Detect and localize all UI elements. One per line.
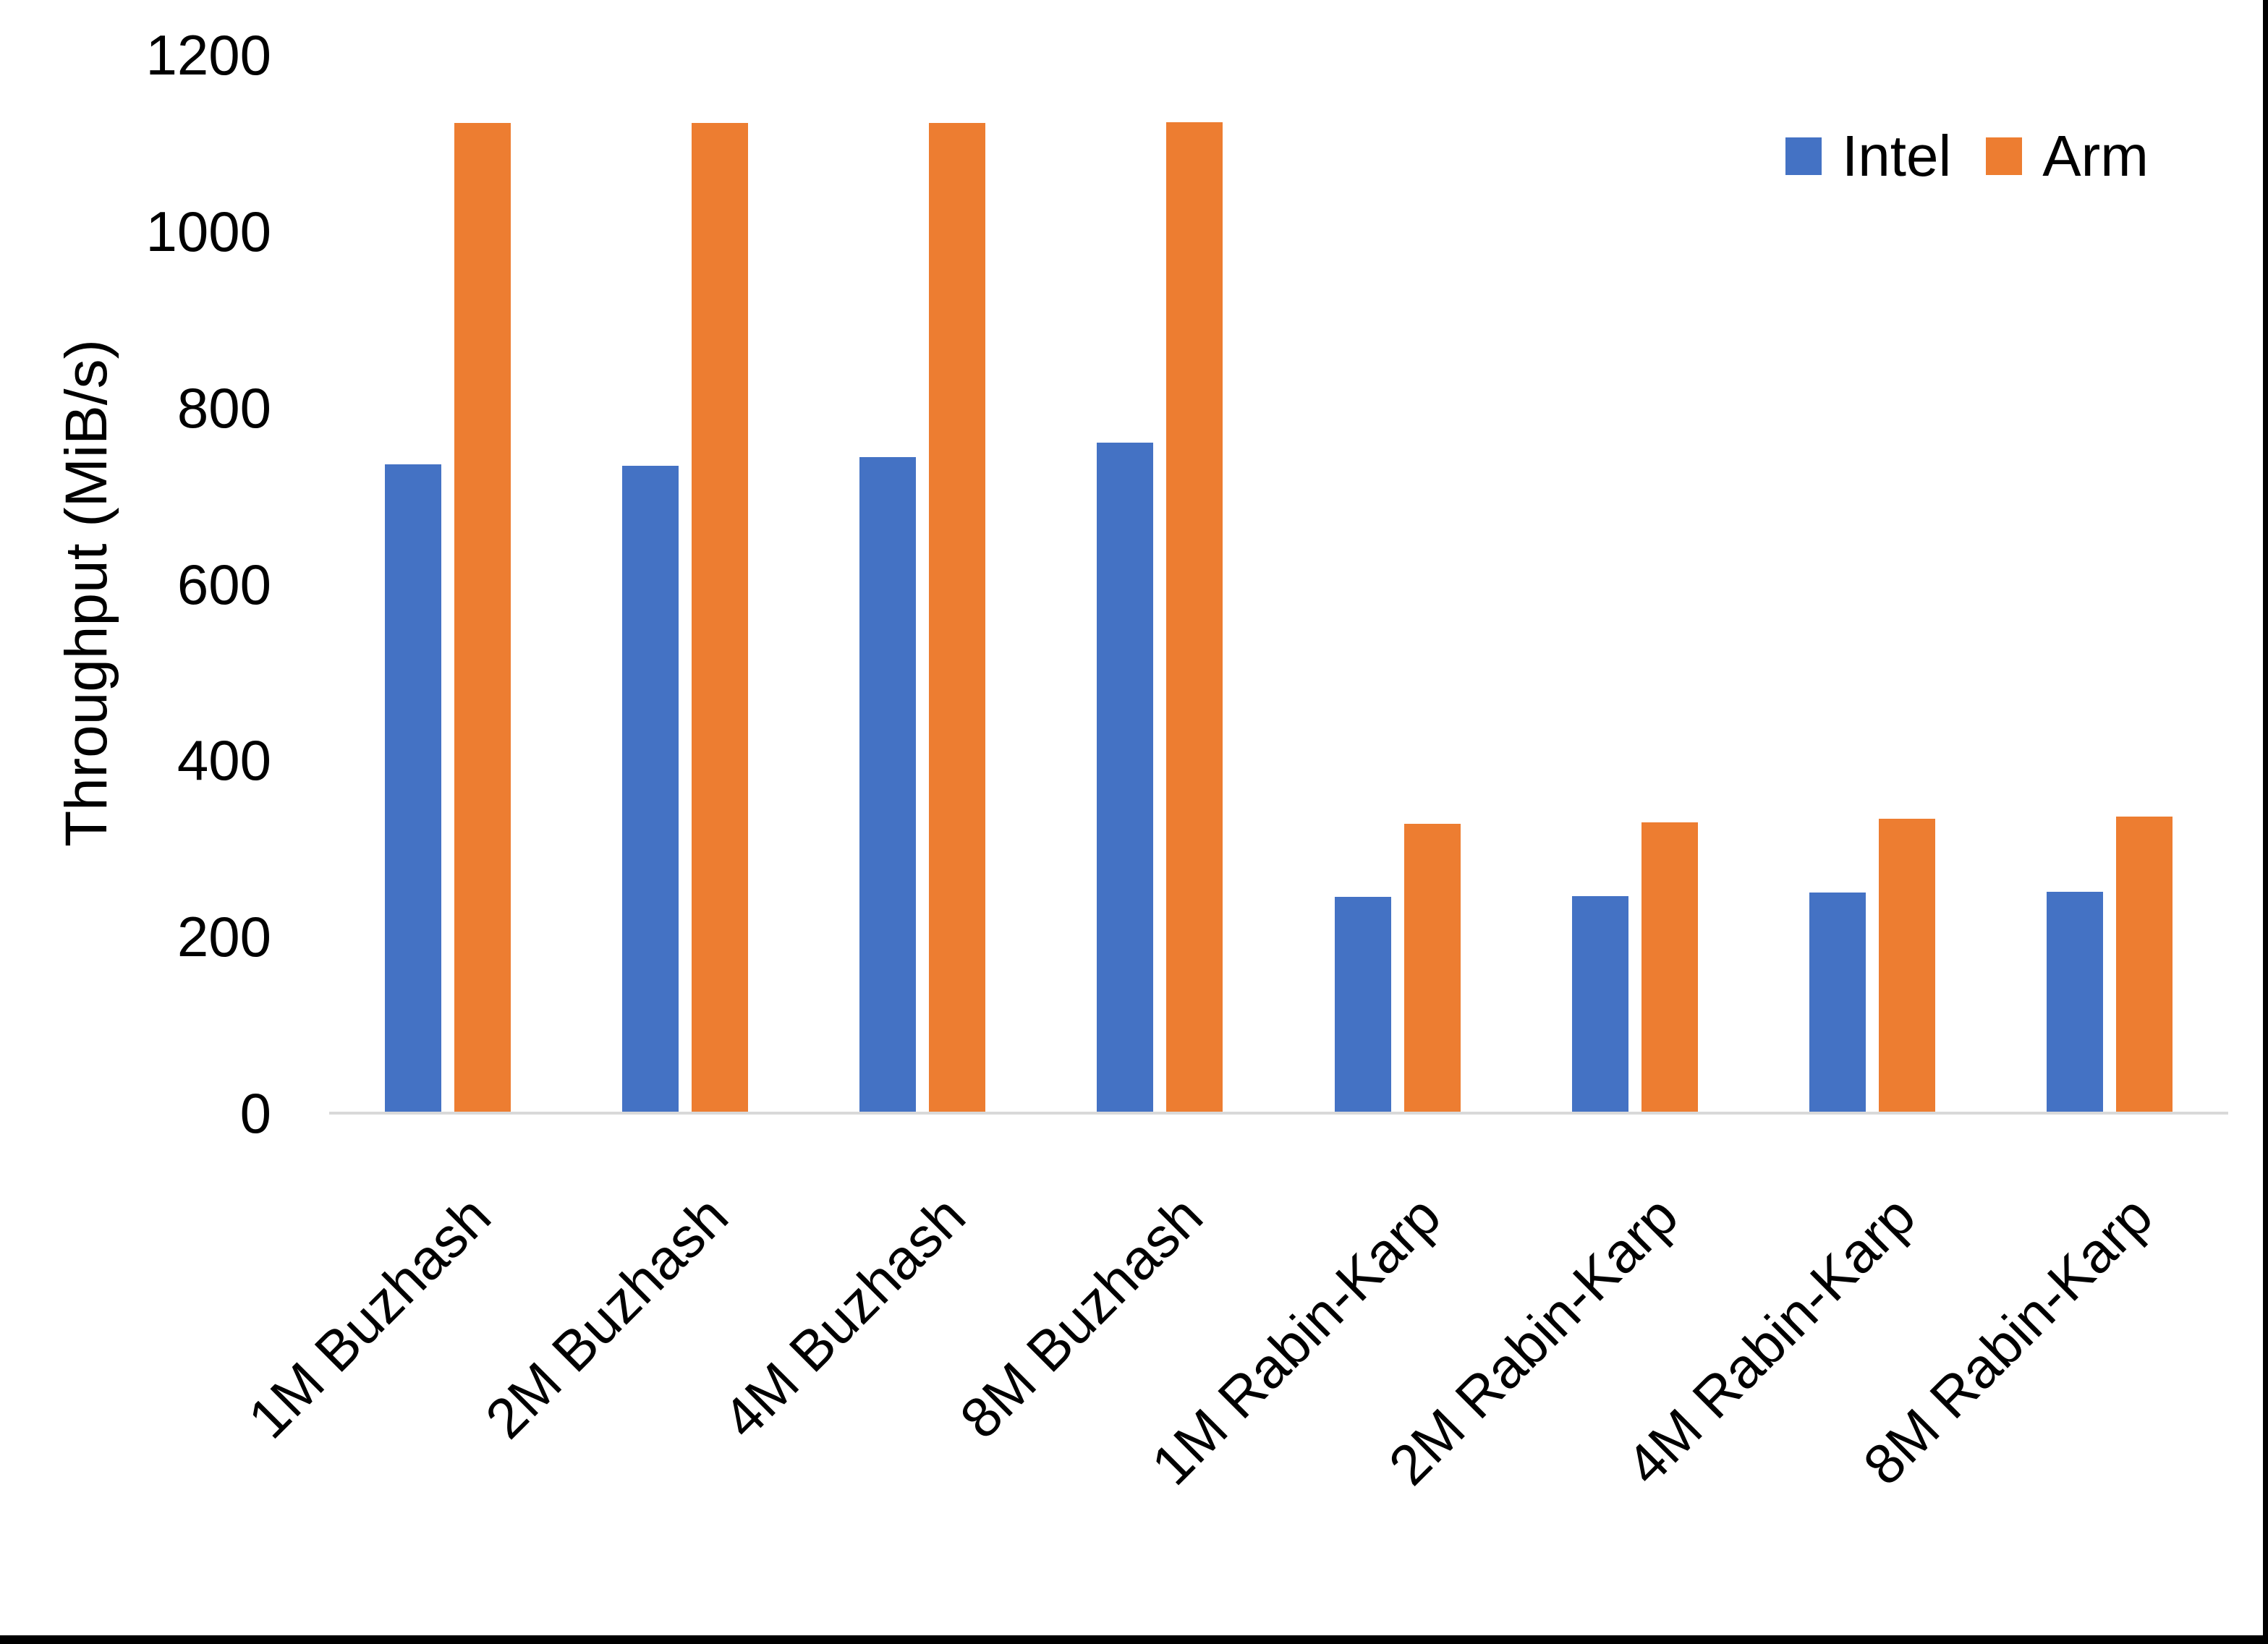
screenshot-right-border <box>2263 0 2268 1644</box>
y-tick-label-0: 0 <box>239 1081 271 1145</box>
legend-label-intel: Intel <box>1842 124 1952 188</box>
bar-intel-1m-buzhash <box>385 464 442 1113</box>
legend: Intel Arm <box>1785 127 2149 185</box>
bar-arm-8m-buzhash <box>1166 122 1223 1113</box>
bar-intel-1m-rabin-karp <box>1334 897 1391 1113</box>
bar-arm-1m-buzhash <box>454 122 511 1113</box>
bar-intel-8m-rabin-karp <box>2046 891 2103 1113</box>
x-axis-baseline <box>329 1112 2228 1115</box>
legend-label-arm: Arm <box>2042 124 2149 188</box>
x-tick-label-1m-buzhash: 1M Buzhash <box>236 1183 503 1451</box>
bar-intel-4m-buzhash <box>859 456 917 1113</box>
bar-intel-2m-rabin-karp <box>1571 896 1628 1113</box>
screenshot-bottom-border <box>0 1635 2268 1644</box>
bar-arm-1m-rabin-karp <box>1403 824 1461 1113</box>
bar-arm-2m-buzhash <box>692 122 749 1113</box>
legend-swatch-arm <box>1986 137 2023 175</box>
y-tick-label-1000: 1000 <box>145 199 271 263</box>
y-tick-label-400: 400 <box>177 728 271 793</box>
y-tick-label-200: 200 <box>177 905 271 969</box>
legend-swatch-intel <box>1785 137 1822 175</box>
bar-arm-8m-rabin-karp <box>2115 817 2173 1113</box>
bar-arm-2m-rabin-karp <box>1641 822 1698 1113</box>
legend-item-intel: Intel <box>1785 127 1951 185</box>
bar-intel-8m-buzhash <box>1097 443 1154 1113</box>
legend-item-arm: Arm <box>1986 127 2149 185</box>
y-tick-label-1200: 1200 <box>145 23 271 87</box>
bar-intel-4m-rabin-karp <box>1809 893 1866 1113</box>
bar-arm-4m-rabin-karp <box>1878 818 1935 1113</box>
y-tick-label-600: 600 <box>177 552 271 616</box>
bar-arm-4m-buzhash <box>929 122 986 1113</box>
bar-intel-2m-buzhash <box>622 466 679 1113</box>
y-tick-label-800: 800 <box>177 375 271 440</box>
